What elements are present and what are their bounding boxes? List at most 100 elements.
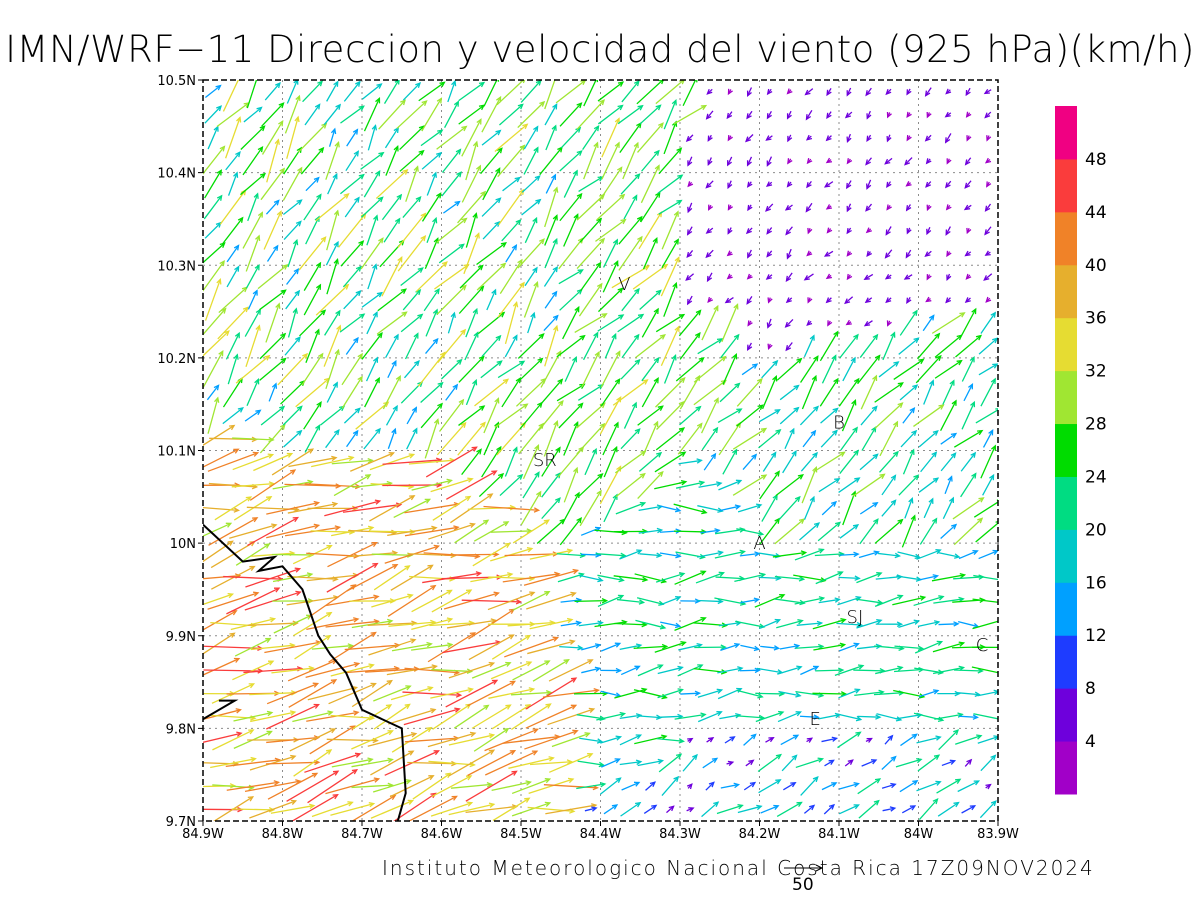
wind-vector xyxy=(399,125,425,151)
wind-vector xyxy=(267,772,319,800)
wind-vector xyxy=(983,273,993,281)
wind-vector xyxy=(268,382,278,402)
wind-vector xyxy=(732,474,768,496)
wind-vector xyxy=(741,363,759,376)
wind-vector xyxy=(641,376,659,408)
wind-vector xyxy=(360,151,385,170)
wind-vector xyxy=(861,759,878,767)
wind-vector xyxy=(720,782,741,789)
wind-vector xyxy=(542,687,600,698)
wind-vector xyxy=(643,804,658,814)
wind-vector xyxy=(266,735,321,744)
wind-vector xyxy=(839,524,860,539)
wind-vector xyxy=(582,331,599,361)
wind-vector xyxy=(600,642,622,652)
wind-vector xyxy=(243,666,304,674)
wind-vector xyxy=(391,726,433,753)
wind-vector xyxy=(893,689,926,699)
wind-vector xyxy=(381,256,403,297)
wind-vector xyxy=(244,409,262,422)
wind-vector xyxy=(527,311,536,334)
wind-vector xyxy=(448,802,496,816)
wind-vector xyxy=(404,359,420,379)
wind-vector xyxy=(305,661,361,679)
wind-vector xyxy=(726,760,735,766)
wind-vector xyxy=(727,135,733,142)
wind-vector xyxy=(972,598,998,603)
wind-vector xyxy=(524,729,579,750)
wind-vector xyxy=(874,594,904,607)
place-label-i: I xyxy=(995,533,1000,554)
wind-vector xyxy=(825,157,832,164)
wind-vector xyxy=(938,621,960,627)
wind-vector xyxy=(760,645,781,651)
wind-vector xyxy=(222,216,244,244)
wind-vector xyxy=(958,549,979,560)
wind-vector xyxy=(432,703,472,730)
wind-vector xyxy=(836,621,863,628)
wind-vector xyxy=(563,213,579,247)
wind-vector xyxy=(885,226,892,236)
wind-vector xyxy=(596,193,626,221)
wind-vector xyxy=(882,331,896,361)
wind-vector xyxy=(517,100,546,129)
wind-vector xyxy=(305,176,320,192)
wind-vector xyxy=(307,685,359,701)
wind-vector xyxy=(972,620,998,630)
wind-vector xyxy=(806,180,812,189)
wind-vector xyxy=(311,643,355,650)
wind-vector xyxy=(574,598,609,604)
wind-vector xyxy=(800,665,820,676)
wind-vector xyxy=(621,287,640,312)
wind-vector xyxy=(838,575,861,581)
x-tick-label: 84.7W xyxy=(341,827,383,842)
wind-vector xyxy=(960,451,977,472)
wind-vector xyxy=(985,783,992,790)
wind-vector xyxy=(726,250,733,257)
wind-vector xyxy=(779,384,800,401)
wind-vector xyxy=(461,118,482,157)
wind-vector xyxy=(490,528,533,534)
wind-vector xyxy=(905,204,912,212)
wind-vector xyxy=(945,297,952,304)
wind-vector xyxy=(226,244,240,263)
wind-vector xyxy=(210,756,257,769)
wind-vector xyxy=(538,399,564,431)
wind-vector xyxy=(598,287,624,313)
wind-vector xyxy=(823,803,835,815)
wind-vector xyxy=(803,334,815,358)
wind-vector xyxy=(218,286,248,314)
wind-vector xyxy=(293,611,333,637)
wind-vector xyxy=(576,99,606,130)
wind-vector xyxy=(582,124,600,150)
wind-vector xyxy=(821,354,837,384)
wind-vector xyxy=(373,685,412,702)
wind-vector xyxy=(619,121,642,153)
wind-vector xyxy=(203,330,230,357)
wind-vector xyxy=(246,80,259,109)
wind-vector xyxy=(247,289,258,310)
coastline xyxy=(203,523,407,821)
wind-vector xyxy=(391,641,433,652)
wind-vector xyxy=(656,737,686,744)
wind-vector xyxy=(799,714,820,720)
wind-vector xyxy=(445,679,499,708)
wind-vector xyxy=(803,495,815,520)
wind-vector xyxy=(483,421,500,456)
wind-vector xyxy=(558,269,584,285)
wind-vector xyxy=(727,227,733,235)
wind-vector xyxy=(865,87,872,97)
wind-vector xyxy=(925,296,932,303)
wind-vector xyxy=(971,666,998,674)
wind-vector xyxy=(578,574,604,583)
wind-vector xyxy=(865,203,873,212)
wind-vector xyxy=(311,801,354,818)
wind-vector xyxy=(821,782,838,791)
wind-vector xyxy=(596,711,627,721)
wind-vector xyxy=(660,325,680,367)
wind-vector xyxy=(559,517,583,546)
wind-vector xyxy=(814,551,845,557)
wind-vector xyxy=(207,396,220,434)
wind-vector xyxy=(923,497,934,519)
wind-vector xyxy=(806,320,813,327)
